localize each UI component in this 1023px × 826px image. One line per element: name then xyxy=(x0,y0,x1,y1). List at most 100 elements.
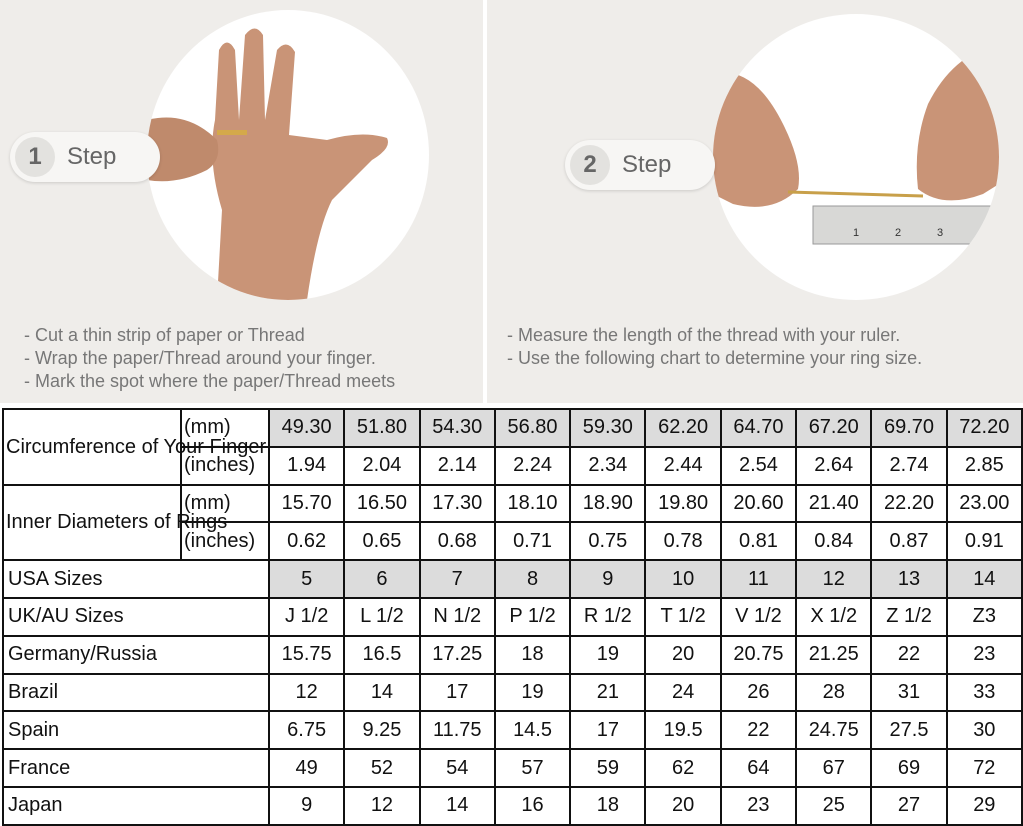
size-value: 20.75 xyxy=(719,634,798,675)
size-value: 10 xyxy=(644,559,722,599)
size-value: 1.94 xyxy=(267,445,346,486)
row-label: UK/AU Sizes xyxy=(2,596,270,637)
size-value: 0.71 xyxy=(493,521,572,562)
size-value: 72.20 xyxy=(945,408,1023,448)
size-value: 7 xyxy=(418,559,496,599)
size-value: 16.50 xyxy=(343,483,421,524)
size-value: 2.14 xyxy=(418,445,496,486)
size-value: V 1/2 xyxy=(719,596,798,637)
row-group-label: Inner Diameters of Rings xyxy=(2,483,227,562)
size-value: 14 xyxy=(418,785,496,826)
size-value: 23.00 xyxy=(945,483,1023,524)
size-value: 2.34 xyxy=(569,445,647,486)
size-value: 12 xyxy=(795,559,873,599)
size-value: 62 xyxy=(644,748,722,788)
instruction-line: - Use the following chart to determine y… xyxy=(507,348,923,368)
table-row: Brazil 12 14 17 19 21 24 26 28 31 33 xyxy=(2,672,1023,713)
size-value: 21 xyxy=(569,672,647,713)
size-value: 17.25 xyxy=(418,634,496,675)
size-value: 26 xyxy=(719,672,798,713)
row-group-label: Circumference of Your Finger xyxy=(2,408,266,486)
size-value: 12 xyxy=(267,672,346,713)
row-label: Japan xyxy=(2,785,270,826)
hand-photo xyxy=(147,10,429,300)
unit-label: (mm) xyxy=(180,408,270,448)
size-value: 20 xyxy=(644,634,722,675)
size-value: 72 xyxy=(945,748,1023,788)
step-1-panel: 1 Step - Cut a thin strip of paper or Th… xyxy=(0,0,483,403)
size-value: 12 xyxy=(343,785,421,826)
table-row: UK/AU Sizes J 1/2 L 1/2 N 1/2 P 1/2 R 1/2 T 1/… xyxy=(2,596,1023,637)
size-value: 19.5 xyxy=(644,710,722,751)
size-value: 49.30 xyxy=(267,408,346,448)
size-value: 17 xyxy=(418,672,496,713)
size-value: 2.24 xyxy=(493,445,572,486)
size-value: 23 xyxy=(719,785,798,826)
step-2-panel: 1 2 3 2 Step - Measure the length of the… xyxy=(487,0,1023,403)
size-value: 13 xyxy=(870,559,948,599)
size-value: 17 xyxy=(569,710,647,751)
size-value: 31 xyxy=(870,672,948,713)
size-value: 9 xyxy=(569,559,647,599)
size-value: 59.30 xyxy=(569,408,647,448)
instruction-line: - Measure the length of the thread with … xyxy=(507,325,901,345)
size-value: 25 xyxy=(795,785,873,826)
step-label: Step xyxy=(622,151,672,178)
table-row: Spain 6.75 9.25 11.75 14.5 17 19.5 22 24.75 27.5 3… xyxy=(2,710,1023,751)
size-value: 22 xyxy=(719,710,798,751)
size-value: 0.62 xyxy=(267,521,346,562)
size-value: 21.25 xyxy=(795,634,873,675)
table-row: USA Sizes 5 6 7 8 9 10 11 12 13 14 xyxy=(2,559,1023,599)
row-label: Spain xyxy=(2,710,270,751)
ruler-illustration-icon: 1 2 3 xyxy=(713,44,999,245)
step-2-badge: 2 Step xyxy=(565,140,715,190)
size-value: 15.75 xyxy=(267,634,346,675)
size-value: 0.68 xyxy=(418,521,496,562)
ring-size-table: Circumference of Your Finger (mm) 49.30 5 1.… xyxy=(2,408,1023,826)
size-value: 67 xyxy=(795,748,873,788)
size-value: 20 xyxy=(644,785,722,826)
size-value: 30 xyxy=(945,710,1023,751)
size-value: 0.91 xyxy=(945,521,1023,562)
size-value: 0.65 xyxy=(343,521,421,562)
size-value: 14.5 xyxy=(493,710,572,751)
size-value: 64 xyxy=(719,748,798,788)
table-row: France 49 52 54 57 59 62 64 67 69 72 xyxy=(2,748,1023,788)
size-value: 28 xyxy=(795,672,873,713)
size-value: 27.5 xyxy=(870,710,948,751)
step-2-instructions: - Measure the length of the thread with … xyxy=(507,324,922,370)
size-value: 0.84 xyxy=(795,521,873,562)
size-value: 14 xyxy=(343,672,421,713)
size-value: Z3 xyxy=(945,596,1023,637)
size-value: 59 xyxy=(569,748,647,788)
size-value: 5 xyxy=(267,559,346,599)
instruction-line: - Cut a thin strip of paper or Thread xyxy=(24,325,305,345)
size-value: 22 xyxy=(870,634,948,675)
size-value: 11 xyxy=(719,559,798,599)
size-value: 27 xyxy=(870,785,948,826)
size-value: 64.70 xyxy=(719,408,798,448)
table-row: Germany/Russia 15.75 16.5 17.25 18 19 20 20.75 2… xyxy=(2,634,1023,675)
unit-label: (inches) xyxy=(180,521,270,562)
size-value: 54.30 xyxy=(418,408,496,448)
size-value: 6.75 xyxy=(267,710,346,751)
size-value: Z 1/2 xyxy=(870,596,948,637)
unit-label: (inches) xyxy=(180,445,270,486)
table-row: (inches) 1.94 2.04 2.14 2.24 2.34 2.44 2.54 2.64… xyxy=(3,445,1023,486)
size-value: 0.78 xyxy=(644,521,722,562)
size-value: 2.54 xyxy=(719,445,798,486)
size-value: 57 xyxy=(493,748,572,788)
size-value: 2.85 xyxy=(945,445,1023,486)
ruler-mark: 3 xyxy=(937,227,943,239)
size-value: 2.44 xyxy=(644,445,722,486)
size-value: 23 xyxy=(945,634,1023,675)
size-value: 14 xyxy=(945,559,1023,599)
size-value: 52 xyxy=(343,748,421,788)
size-value: 16 xyxy=(493,785,572,826)
size-value: J 1/2 xyxy=(267,596,346,637)
row-label: Brazil xyxy=(2,672,270,713)
size-value: 11.75 xyxy=(418,710,496,751)
size-value: 18.90 xyxy=(569,483,647,524)
size-value: 67.20 xyxy=(795,408,873,448)
size-value: T 1/2 xyxy=(644,596,722,637)
